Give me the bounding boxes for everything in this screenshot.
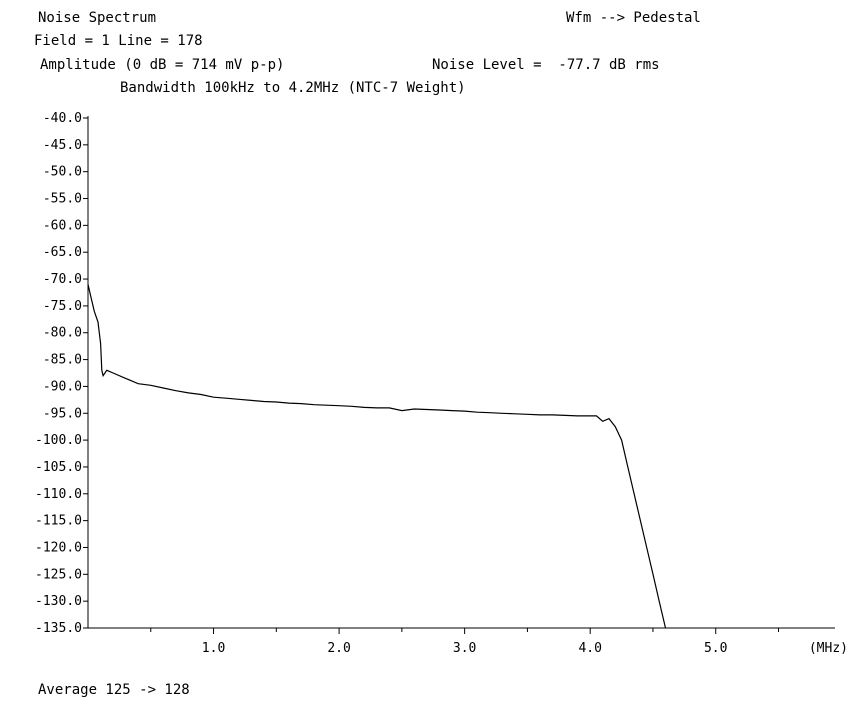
y-tick-label: -120.0 <box>35 540 82 555</box>
y-tick-label: -100.0 <box>35 433 82 448</box>
y-tick-label: -60.0 <box>43 218 82 233</box>
y-tick-label: -125.0 <box>35 567 82 582</box>
y-tick-label: -75.0 <box>43 299 82 314</box>
series-group <box>87 284 667 629</box>
noise-level-label: Noise Level = -77.7 dB rms <box>432 57 660 73</box>
y-tick-label: -70.0 <box>43 272 82 287</box>
x-tick-label: 4.0 <box>578 641 601 656</box>
x-axis-label: (MHz) <box>809 641 848 656</box>
y-tick-label: -105.0 <box>35 460 82 475</box>
y-tick-label: -90.0 <box>43 379 82 394</box>
y-axis-ticks: -40.0 -45.0 -50.0 -55.0 -60.0 -65.0 -70.0 -75.0… <box>35 111 88 636</box>
y-tick-label: -135.0 <box>35 621 82 636</box>
y-tick-label: -95.0 <box>43 406 82 421</box>
y-tick-label: -40.0 <box>43 111 82 126</box>
field-line-label: Field = 1 Line = 178 <box>34 33 203 49</box>
spectrum-line <box>87 284 667 629</box>
average-label: Average 125 -> 128 <box>38 682 190 698</box>
y-tick-label: -45.0 <box>43 138 82 153</box>
y-tick-label: -80.0 <box>43 326 82 341</box>
bandwidth-label: Bandwidth 100kHz to 4.2MHz (NTC-7 Weight… <box>120 80 466 96</box>
y-tick-label: -110.0 <box>35 487 82 502</box>
y-tick-label: -55.0 <box>43 192 82 207</box>
x-axis-ticks: 1.0 2.0 3.0 4.0 5.0 <box>150 628 780 656</box>
mode-label: Wfm --> Pedestal <box>566 10 701 26</box>
y-tick-label: -50.0 <box>43 165 82 180</box>
y-tick-label: -85.0 <box>43 353 82 368</box>
chart-title: Noise Spectrum <box>38 10 157 26</box>
y-tick-label: -115.0 <box>35 514 82 529</box>
x-tick-label: 2.0 <box>327 641 350 656</box>
amplitude-reference-label: Amplitude (0 dB = 714 mV p-p) <box>40 57 285 73</box>
x-tick-label: 1.0 <box>202 641 225 656</box>
axes <box>87 116 835 629</box>
y-tick-label: -65.0 <box>43 245 82 260</box>
x-tick-label: 5.0 <box>704 641 727 656</box>
x-tick-label: 3.0 <box>453 641 476 656</box>
y-tick-label: -130.0 <box>35 594 82 609</box>
